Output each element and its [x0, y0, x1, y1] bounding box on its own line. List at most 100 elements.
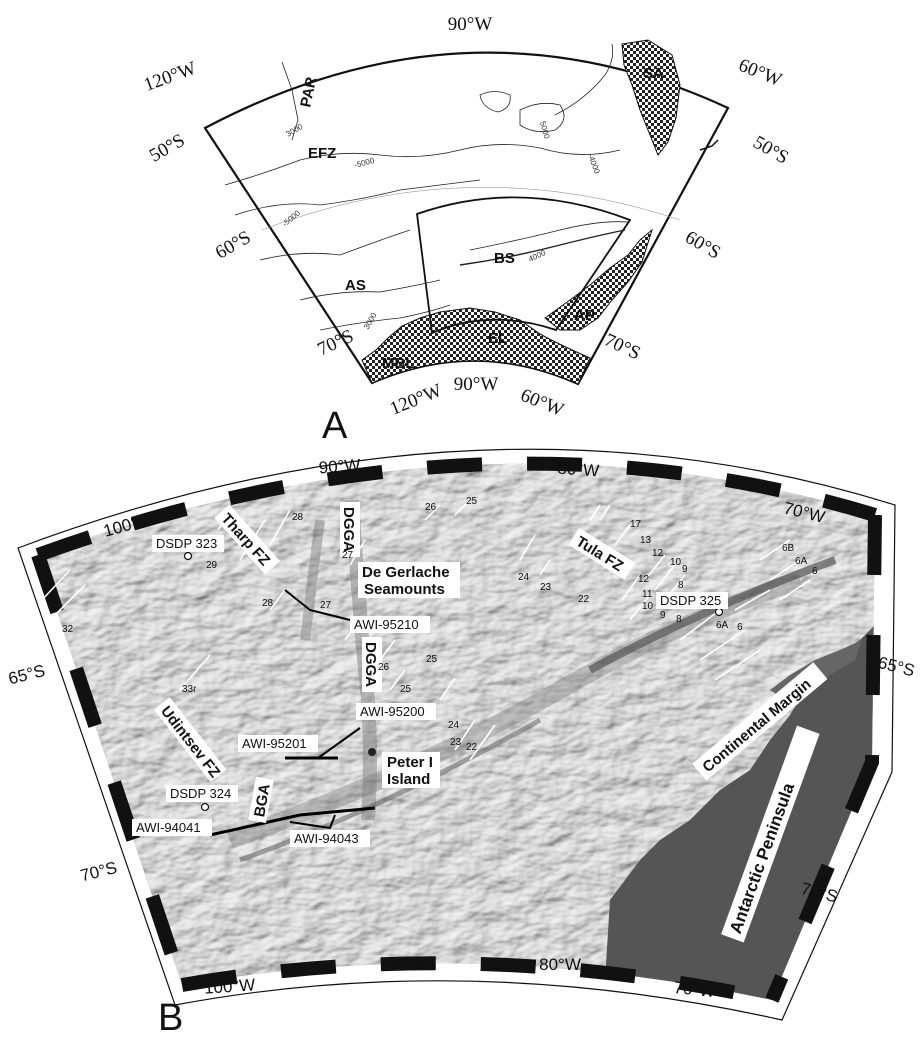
anomaly-label: 17: [630, 519, 642, 530]
b-frame-bottom: [180, 956, 774, 1007]
anomaly-label: 29: [206, 560, 218, 571]
a-lon-90w-bottom: 90°W: [454, 374, 499, 395]
anomaly-label: 33r: [182, 684, 197, 695]
b-frame-top: [35, 456, 878, 562]
dsdp-325-label: DSDP 325: [656, 592, 728, 609]
track-awi-95210: [284, 589, 351, 621]
dsdp-324-label: DSDP 324: [166, 785, 238, 802]
anomaly-label: 23: [540, 582, 552, 593]
anomaly-label: 10: [670, 557, 682, 568]
anomaly-label: 8: [676, 614, 682, 625]
anomaly-label: 22: [578, 594, 590, 605]
sa-coast-line: [699, 139, 719, 151]
anomaly-label: 6: [812, 566, 818, 577]
dsdp-325-marker: [714, 607, 724, 617]
south-america-landmass: [621, 39, 681, 157]
anomaly-label: 6A: [716, 620, 729, 631]
svg-text:AWI-94043: AWI-94043: [294, 831, 359, 846]
b-frame-left: [31, 552, 189, 988]
b-lon-70w-bottom: 70°W: [673, 978, 717, 1001]
svg-text:DSDP 324: DSDP 324: [170, 786, 231, 801]
anomaly-label: 28: [292, 512, 304, 523]
anomaly-label: 22: [466, 742, 478, 753]
magnetic-isochrons: [41, 499, 811, 761]
awi-94043-label: AWI-94043: [290, 830, 370, 847]
svg-text:De Gerlache: De Gerlache: [362, 564, 450, 581]
a-lat-60s-left: 60°S: [212, 227, 255, 264]
label-as: AS: [345, 277, 366, 294]
a-lon-90w-top: 90°W: [448, 14, 493, 35]
anomaly-label: 23: [450, 737, 462, 748]
anomaly-label: 25: [426, 654, 438, 665]
panel-a-letter: A: [322, 405, 348, 447]
anomaly-label: 26: [378, 662, 390, 673]
dgga-label-mid: DGGA: [362, 637, 382, 692]
b-lon-80w-bottom: 80°W: [539, 955, 581, 974]
bathymetry-contours: [224, 43, 629, 331]
panel-b-inset-box: [416, 196, 632, 335]
label-bs: BS: [494, 250, 515, 267]
anomaly-labels: 32 29 28 28 27 27 26 25 26 25 25 33r 24 …: [62, 496, 818, 753]
mbl-el-landmass: [361, 307, 591, 385]
de-gerlache-seamounts-label: De Gerlache Seamounts: [358, 562, 460, 598]
anomaly-label: 6B: [782, 543, 795, 554]
svg-text:Seamounts: Seamounts: [364, 581, 445, 598]
anomaly-label: 8: [678, 580, 684, 591]
track-awi-95200: [317, 727, 361, 759]
dsdp-323-label: DSDP 323: [152, 535, 224, 552]
track-awi-94041: [209, 806, 376, 837]
awi-95210-label: AWI-95210: [350, 616, 430, 633]
svg-text:AWI-95201: AWI-95201: [242, 736, 307, 751]
anomaly-label: 6: [737, 622, 743, 633]
anomaly-label: 24: [518, 572, 530, 583]
label-efz: EFZ: [308, 145, 336, 162]
svg-text:DGGA: DGGA: [340, 507, 357, 552]
a-lon-120w-top: 120°W: [141, 58, 199, 96]
track-awi-94043: [289, 814, 336, 830]
panel-a-map: 90°W 120°W 60°W 50°S 50°S 60°S 60°S 70°S…: [141, 14, 792, 447]
anomaly-label: 11: [642, 589, 653, 600]
label-mbl: MBL: [382, 355, 415, 372]
anomaly-label: 9: [660, 610, 666, 621]
seismic-profiles: [209, 589, 376, 837]
svg-text:BGA: BGA: [251, 782, 274, 818]
a-lon-60w-bottom: 60°W: [517, 385, 566, 421]
anomaly-label: 10: [642, 601, 654, 612]
anomaly-label: 12: [638, 574, 650, 585]
anomaly-label: 28: [262, 598, 274, 609]
svg-text:DSDP 325: DSDP 325: [660, 593, 721, 608]
awi-95201-label: AWI-95201: [238, 735, 318, 752]
label-sa: SA: [643, 65, 664, 82]
b-frame-right: [765, 514, 882, 1003]
svg-text:DGGA: DGGA: [362, 642, 379, 687]
panel-b-map: 100°W 90°W 80°W 70°W 65°S 65°S 70°S 70°S…: [6, 448, 917, 1039]
svg-text:AWI-95210: AWI-95210: [354, 617, 419, 632]
svg-text:Island: Island: [387, 771, 430, 788]
b-lon-80w-top: 80°W: [557, 459, 600, 481]
a-lon-60w-top: 60°W: [735, 55, 784, 91]
a-lon-120w-bottom: 120°W: [387, 380, 445, 420]
svg-text:Peter I: Peter I: [387, 754, 433, 771]
graticule-60s: [261, 187, 681, 231]
b-lat-70s-left: 70°S: [78, 858, 119, 885]
bga-label: BGA: [248, 776, 274, 824]
dgga-label-top: DGGA: [340, 502, 360, 557]
svg-text:DSDP 323: DSDP 323: [156, 536, 217, 551]
anomaly-label: 24: [448, 720, 460, 731]
a-lat-70s-right: 70°S: [601, 330, 644, 365]
panel-b-letter: B: [158, 997, 183, 1039]
peter-i-island-label: Peter I Island: [382, 752, 440, 788]
a-lat-60s-right: 60°S: [681, 227, 724, 264]
b-lon-90w-top: 90°W: [318, 456, 361, 478]
anomaly-label: 25: [466, 496, 478, 507]
anomaly-label: 13: [640, 535, 652, 546]
anomaly-label: 25: [400, 684, 412, 695]
anomaly-label: 26: [425, 502, 437, 513]
a-lat-50s-right: 50°S: [749, 132, 792, 169]
awi-94041-label: AWI-94041: [132, 819, 212, 836]
anomaly-label: 27: [342, 550, 354, 561]
svg-text:AWI-94041: AWI-94041: [136, 820, 201, 835]
label-ap: AP: [574, 307, 595, 324]
peter-i-island-marker: [368, 748, 376, 756]
